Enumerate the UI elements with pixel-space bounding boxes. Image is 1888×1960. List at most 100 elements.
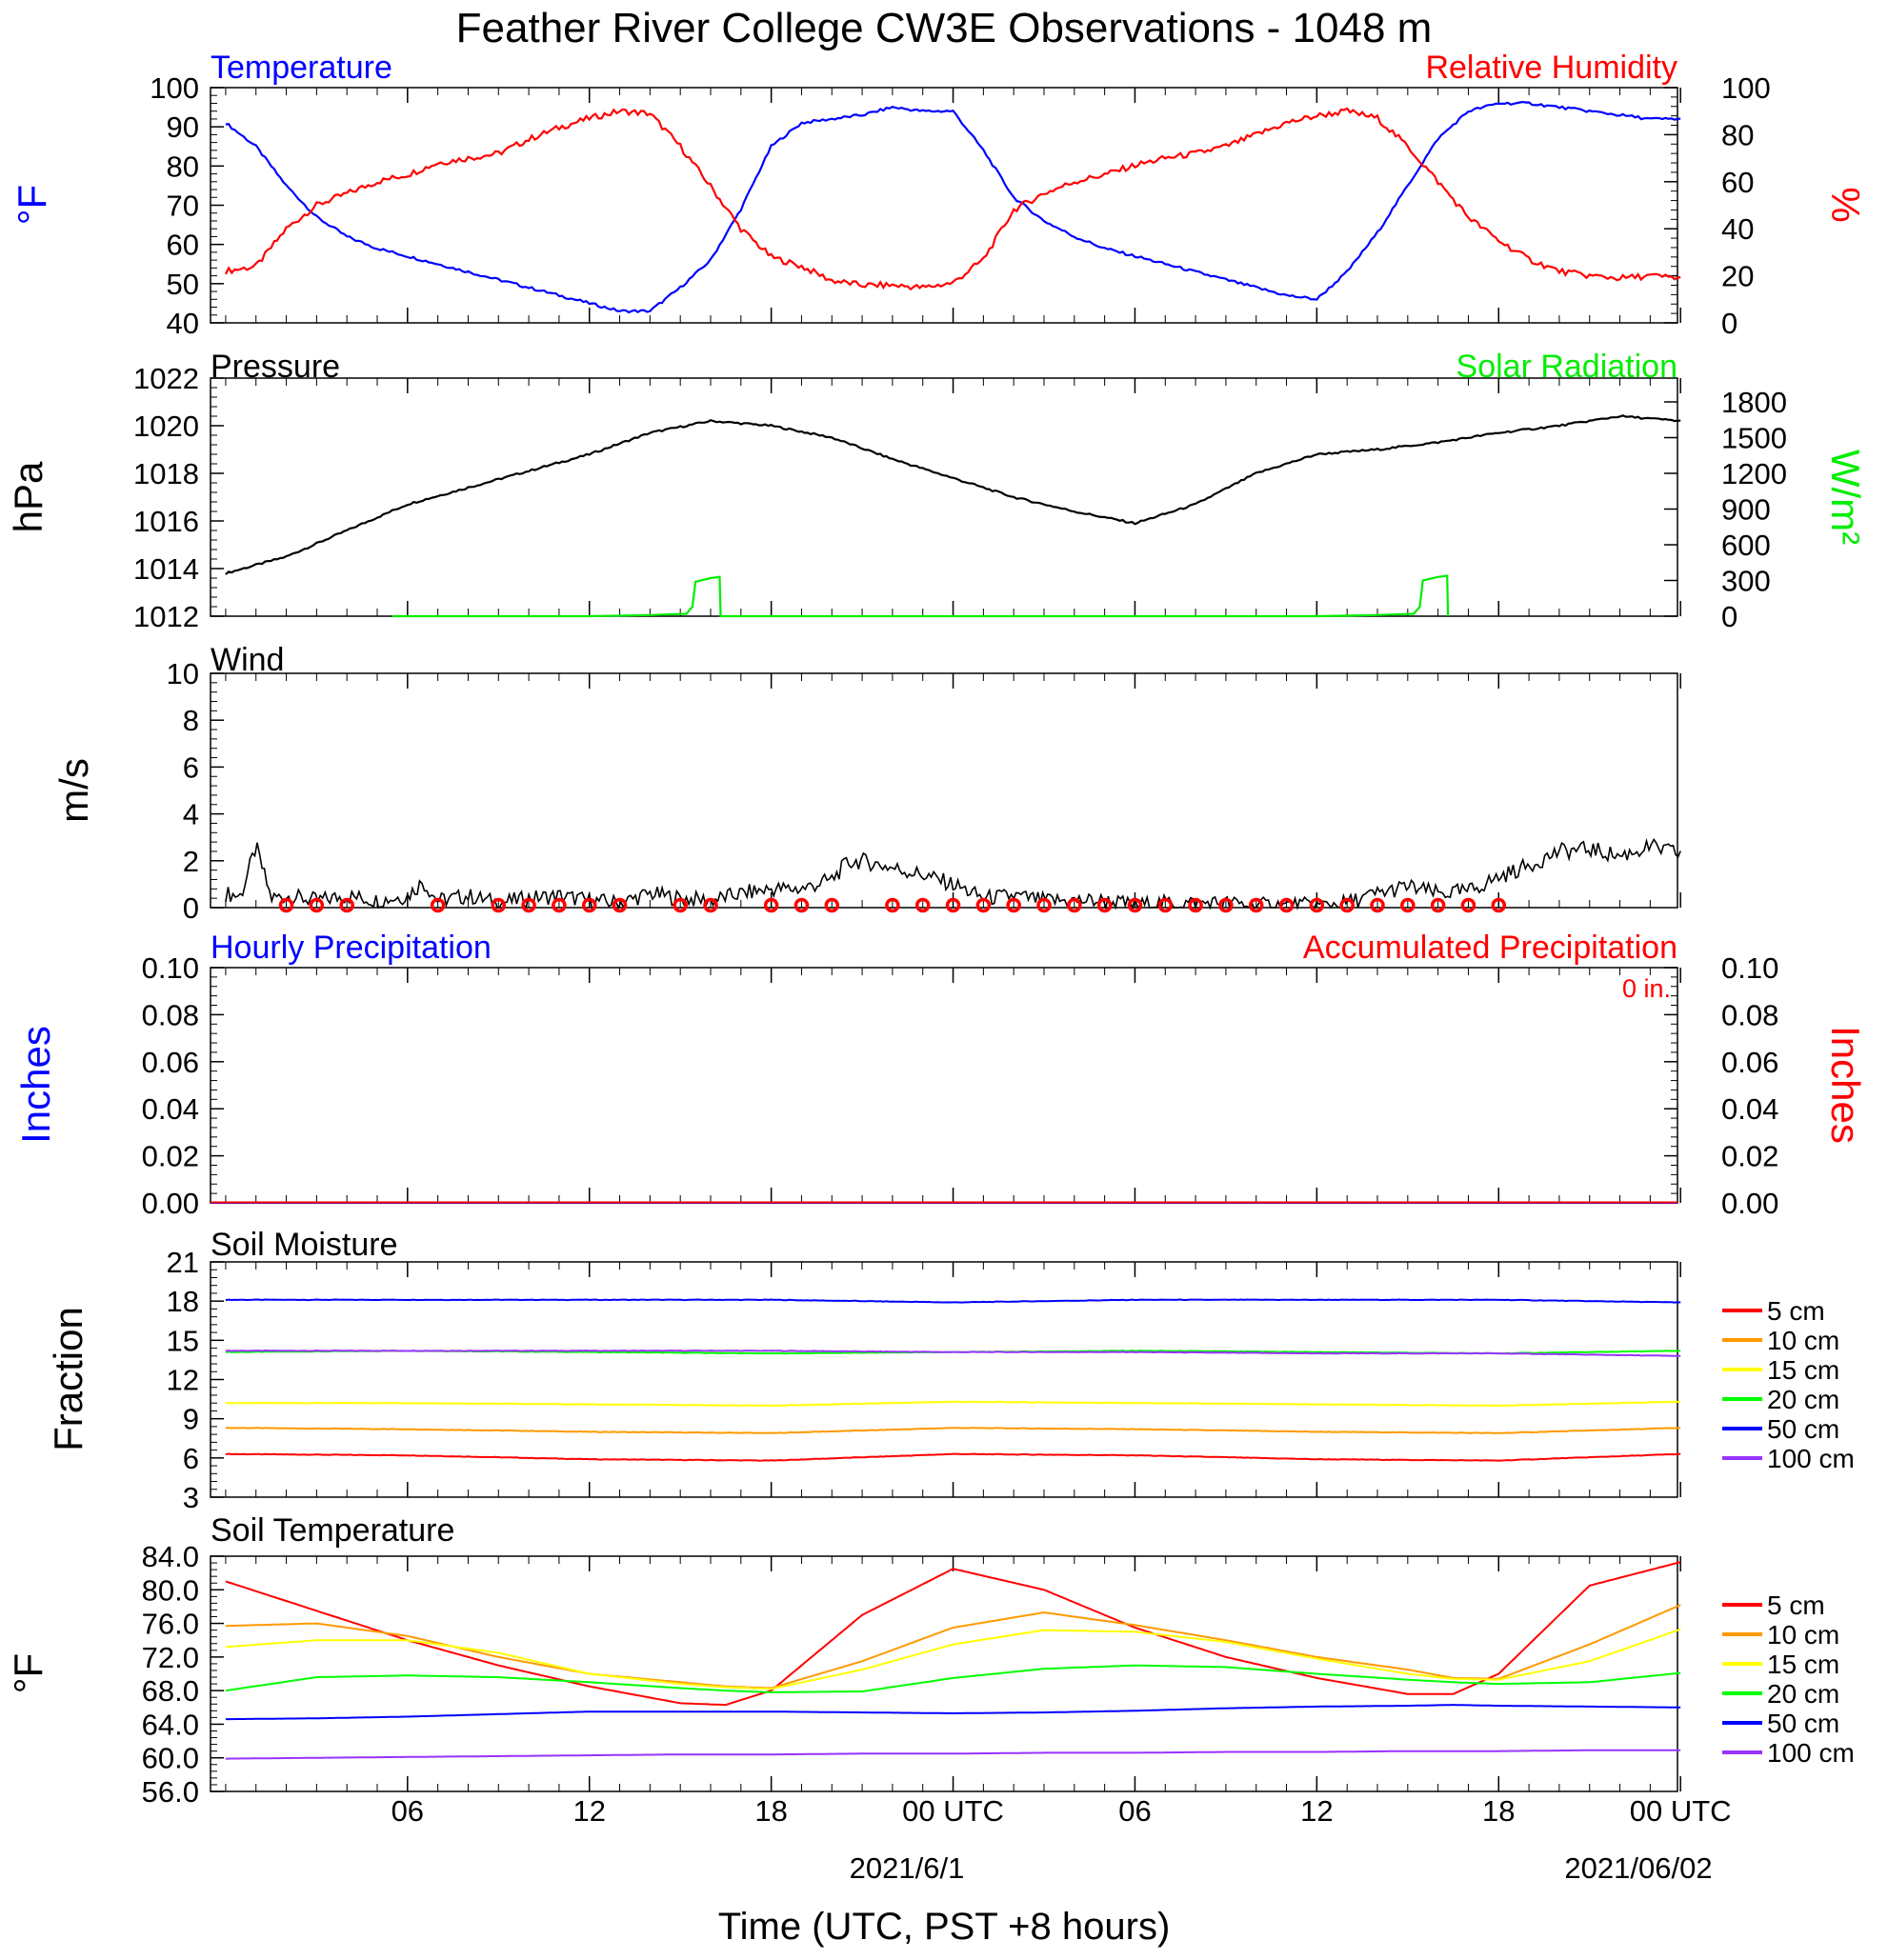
y-tick-label: 0.02 [1721, 1140, 1778, 1173]
legend-label: 20 cm [1767, 1679, 1839, 1709]
y-tick-label: 40 [167, 307, 199, 340]
wind-calm-marker [914, 897, 931, 913]
humidity-line [224, 107, 1681, 291]
wind-calm-marker [309, 897, 325, 913]
series-line-15-cm [225, 1400, 1681, 1408]
y-tick-label: 0.02 [142, 1140, 199, 1173]
x-tick-label: 06 [392, 1794, 424, 1828]
pressure-solar-panel: Pressure Solar Radiation hPa W/m² 1012 10… [6, 349, 1868, 633]
wind-calm-marker [581, 897, 597, 913]
y-tick-label: 10 [167, 657, 199, 690]
wind-calm-marker [1096, 897, 1113, 913]
y-tick-label: 1018 [133, 457, 199, 490]
legend-label: 15 cm [1767, 1650, 1839, 1679]
y-tick-label: 3 [183, 1481, 199, 1514]
series-line-15-cm [225, 1628, 1681, 1690]
wind-calm-marker [1036, 897, 1052, 913]
y-tick-label: 1800 [1721, 386, 1787, 419]
y-tick-label: 4 [183, 798, 199, 831]
panel-frame [210, 1261, 1678, 1498]
panel-frame [210, 967, 1678, 1204]
legend-label: 15 cm [1767, 1355, 1839, 1385]
hourly-precip-title: Hourly Precipitation [211, 930, 492, 966]
wind-calm-marker [430, 897, 446, 913]
wind-calm-marker [945, 897, 961, 913]
wind-calm-marker [1460, 897, 1476, 913]
y-tick-label: 0.10 [1721, 951, 1778, 985]
wind-axis-label: m/s [51, 758, 96, 823]
wind-calm-marker [612, 897, 628, 913]
accumulated-total: 0 in. [1622, 974, 1671, 1003]
y-tick-label: 100 [1721, 71, 1771, 105]
wind-calm-marker [491, 897, 507, 913]
y-tick-label: 0 [1721, 600, 1737, 633]
legend-label: 50 cm [1767, 1414, 1839, 1444]
y-tick-label: 60 [167, 229, 199, 262]
y-tick-label: 8 [183, 704, 199, 737]
x-tick-label: 12 [1300, 1794, 1333, 1828]
y-tick-label: 80 [1721, 118, 1754, 151]
soil-temperature-title: Soil Temperature [211, 1512, 454, 1549]
y-tick-label: 900 [1721, 493, 1771, 527]
figure-title: Feather River College CW3E Observations … [456, 5, 1433, 51]
x-tick-label: 06 [1118, 1794, 1151, 1828]
wind-calm-marker [1309, 897, 1325, 913]
y-tick-label: 6 [183, 1442, 199, 1475]
series-line-10-cm [225, 1427, 1681, 1434]
precipitation-panel: Hourly Precipitation Accumulated Precipi… [13, 930, 1868, 1220]
wind-calm-marker [1370, 897, 1385, 913]
y-tick-label: 0.06 [142, 1046, 199, 1079]
solar-radiation-line [392, 574, 1450, 618]
y-tick-label: 0.00 [142, 1187, 199, 1220]
legend-label: 100 cm [1767, 1738, 1855, 1768]
legend-label: 10 cm [1767, 1620, 1839, 1650]
wind-calm-marker [552, 897, 567, 913]
humidity-title: Relative Humidity [1425, 50, 1677, 86]
wind-calm-marker [1127, 897, 1143, 913]
wind-calm-marker [673, 897, 688, 913]
date-label-end: 2021/06/02 [1564, 1851, 1712, 1885]
y-tick-label: 12 [167, 1364, 199, 1397]
y-tick-label: 80.0 [142, 1573, 199, 1607]
series-line-5-cm [225, 1452, 1681, 1462]
y-tick-label: 0.00 [1721, 1187, 1778, 1220]
wind-calm-marker [1400, 897, 1416, 913]
soil-moisture-axis-label: Fraction [46, 1307, 90, 1451]
y-tick-label: 64.0 [142, 1708, 199, 1741]
y-tick-label: 0 [1721, 307, 1737, 340]
temperature-title: Temperature [211, 50, 392, 86]
wind-calm-marker [521, 897, 536, 913]
wind-speed-line [225, 837, 1681, 910]
y-tick-label: 76.0 [142, 1608, 199, 1641]
wind-calm-marker [278, 897, 294, 913]
hourly-precip-axis-label: Inches [13, 1026, 58, 1144]
series-line-50-cm [225, 1704, 1681, 1721]
y-tick-label: 1500 [1721, 422, 1787, 455]
y-tick-label: 18 [167, 1285, 199, 1318]
y-tick-label: 60.0 [142, 1742, 199, 1775]
soil-temperature-axis-label: °F [6, 1653, 50, 1693]
wind-calm-marker [1157, 897, 1174, 913]
y-tick-label: 600 [1721, 529, 1771, 562]
y-tick-label: 1022 [133, 362, 199, 395]
y-tick-label: 6 [183, 750, 199, 784]
y-tick-label: 0.08 [142, 998, 199, 1031]
temperature-line [225, 100, 1681, 314]
y-tick-label: 300 [1721, 565, 1771, 598]
y-tick-label: 9 [183, 1403, 199, 1436]
series-line-10-cm [225, 1604, 1681, 1690]
series-line-20-cm [225, 1664, 1681, 1693]
y-tick-label: 68.0 [142, 1674, 199, 1708]
y-tick-label: 0.04 [1721, 1092, 1778, 1126]
y-tick-label: 1014 [133, 552, 199, 586]
x-tick-label: 18 [1482, 1794, 1515, 1828]
soil-temperature-panel: Soil Temperature °F 56.060.064.068.072.0… [6, 1512, 1855, 1809]
y-tick-label: 0.10 [142, 951, 199, 985]
panel-frame [210, 672, 1678, 909]
y-tick-label: 72.0 [142, 1641, 199, 1674]
y-tick-label: 0 [183, 891, 199, 925]
